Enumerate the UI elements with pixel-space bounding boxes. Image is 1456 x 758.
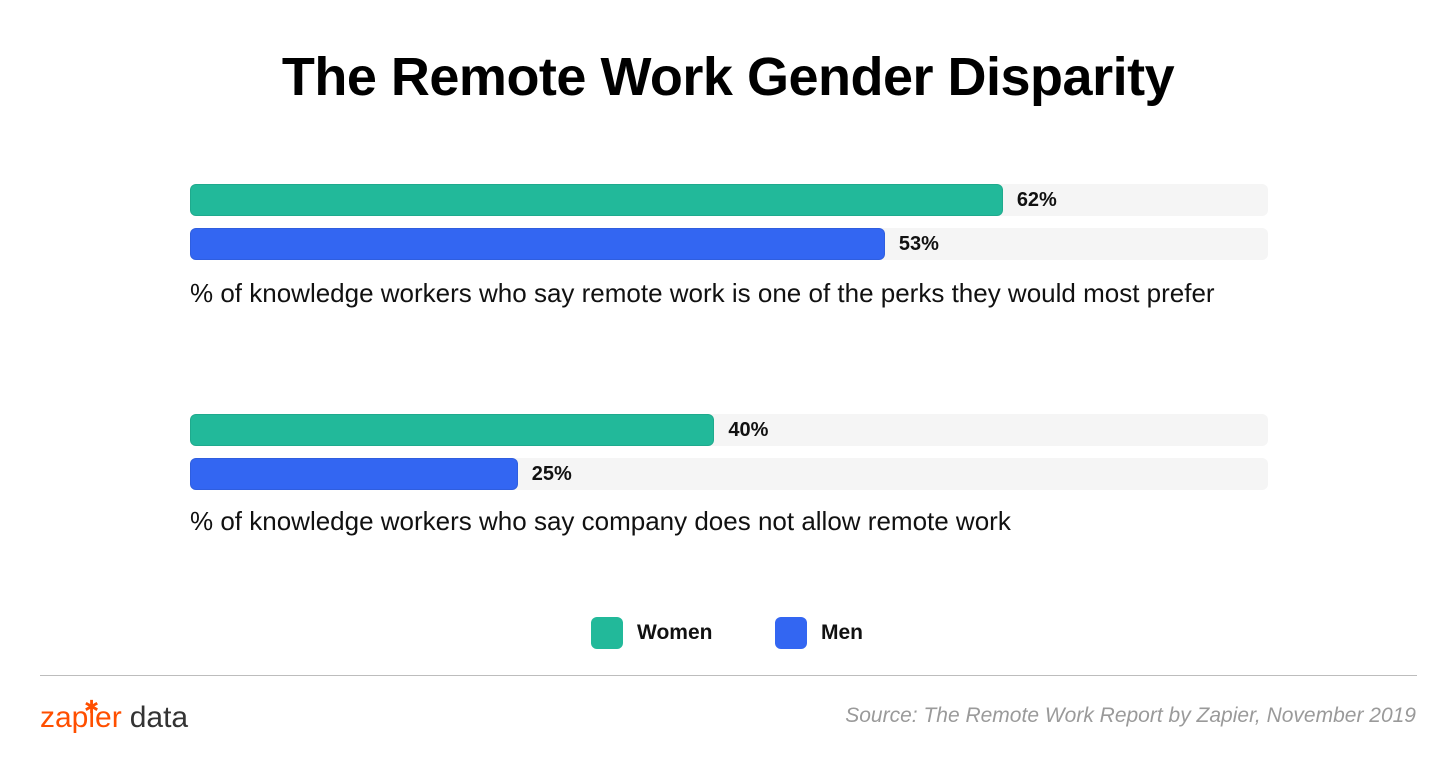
legend-label-women: Women (637, 621, 713, 644)
group-caption: % of knowledge workers who say company d… (190, 506, 1011, 536)
legend: Women Men (0, 616, 1456, 650)
bar-track (190, 228, 1268, 260)
bar-value-label: 25% (531, 463, 572, 485)
zapier-wordmark: zapier ✱ (40, 697, 122, 734)
bar-track (190, 184, 1268, 216)
zapier-data-logo: zapier ✱ data (40, 697, 189, 738)
bar-men-group-2 (190, 458, 518, 490)
legend-swatch-men (775, 617, 807, 649)
bar-women-group-2 (190, 414, 715, 446)
bar-track (190, 458, 1268, 490)
bar-track (190, 414, 1268, 446)
bar-women-group-1 (190, 184, 1003, 216)
legend-swatch-women (591, 617, 623, 649)
source-citation: Source: The Remote Work Report by Zapier… (845, 704, 1416, 727)
chart-title: The Remote Work Gender Disparity (281, 47, 1175, 107)
data-wordmark: data (129, 701, 189, 734)
bar-value-label: 62% (1016, 189, 1057, 211)
group-caption: % of knowledge workers who say remote wo… (190, 278, 1215, 308)
bar-value-label: 53% (898, 233, 939, 255)
legend-label-men: Men (821, 621, 863, 644)
footer-divider (40, 675, 1417, 676)
asterisk-icon: ✱ (84, 697, 100, 717)
bar-men-group-1 (190, 228, 885, 260)
bar-value-label: 40% (728, 419, 769, 441)
